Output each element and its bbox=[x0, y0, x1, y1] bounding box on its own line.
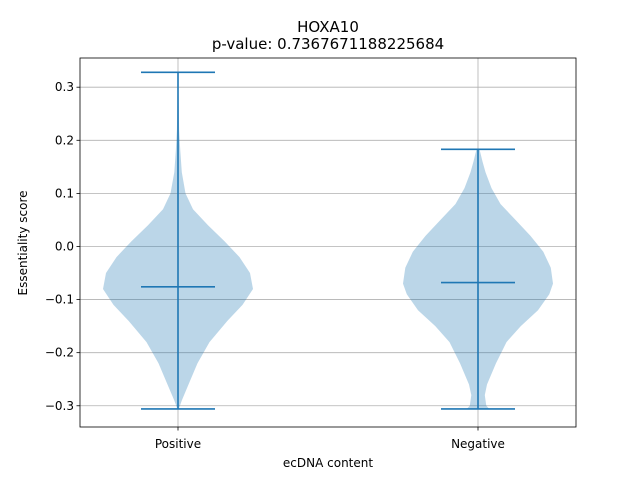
x-axis-ticks: Positive Negative bbox=[155, 427, 505, 451]
chart-subtitle: p-value: 0.7367671188225684 bbox=[212, 35, 444, 53]
y-tick-label: 0.3 bbox=[55, 80, 74, 94]
y-axis-label: Essentiality score bbox=[16, 191, 30, 296]
y-tick-label: 0.1 bbox=[55, 186, 74, 200]
violin-statistics bbox=[141, 71, 515, 410]
y-tick-label: 0.0 bbox=[55, 239, 74, 253]
x-tick-label: Negative bbox=[451, 437, 505, 451]
y-tick-label: −0.2 bbox=[45, 346, 74, 360]
chart-title: HOXA10 bbox=[297, 18, 359, 36]
y-axis-ticks: −0.3 −0.2 −0.1 0.0 0.1 0.2 0.3 bbox=[45, 80, 80, 413]
y-tick-label: −0.3 bbox=[45, 399, 74, 413]
y-tick-label: −0.1 bbox=[45, 293, 74, 307]
violins bbox=[103, 72, 553, 409]
x-axis-label: ecDNA content bbox=[283, 456, 373, 470]
x-tick-label: Positive bbox=[155, 437, 201, 451]
plot-area-frame bbox=[79, 57, 577, 428]
y-tick-label: 0.2 bbox=[55, 133, 74, 147]
